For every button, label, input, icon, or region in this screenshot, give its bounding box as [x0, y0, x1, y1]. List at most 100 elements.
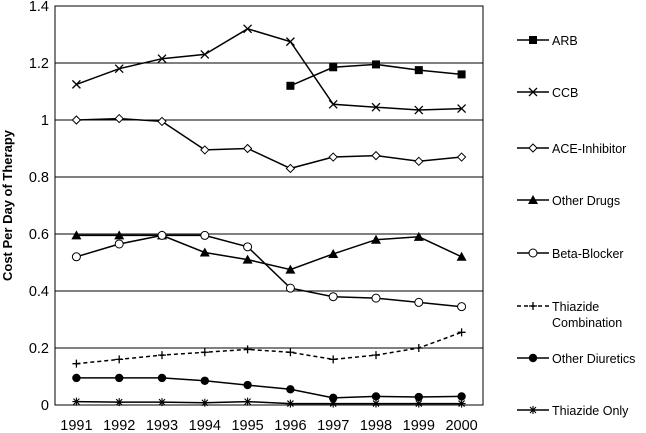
data-point	[329, 63, 338, 72]
data-point	[157, 230, 167, 240]
data-point	[457, 70, 466, 79]
y-axis-label: Cost Per Day of Therapy	[0, 129, 15, 281]
legend-item: Thiazide Combination	[517, 300, 622, 330]
data-point	[72, 373, 81, 383]
data-point	[115, 373, 124, 383]
legend-label: ACE-Inhibitor	[552, 142, 626, 156]
y-tick-label: 1.4	[29, 0, 49, 15]
gridlines	[55, 5, 483, 406]
data-point	[114, 113, 124, 124]
data-point	[328, 248, 339, 258]
data-point	[456, 152, 467, 162]
series-line	[76, 234, 462, 271]
legend-item: Other Drugs	[517, 194, 620, 208]
x-tick-label: 1991	[60, 418, 92, 433]
data-point	[286, 385, 295, 394]
y-tick-label: 1	[41, 113, 49, 129]
data-point	[457, 302, 467, 312]
data-point	[199, 247, 210, 257]
y-tick-label: 0.6	[29, 227, 49, 243]
series-other-diuretics	[72, 373, 466, 403]
data-point	[285, 264, 296, 274]
data-point	[528, 353, 538, 363]
data-point	[456, 251, 467, 261]
data-point	[157, 54, 167, 64]
legend-label: Thiazide Only	[552, 404, 629, 418]
data-point	[414, 105, 424, 115]
series-thiazide-only	[72, 397, 466, 408]
series-ace-inhibitor	[71, 113, 467, 174]
series-line	[76, 234, 462, 308]
data-point	[200, 398, 209, 407]
series-line	[76, 400, 462, 405]
data-point	[114, 64, 124, 74]
legend-label: ARB	[552, 34, 578, 48]
data-point	[243, 380, 252, 390]
data-point	[414, 344, 423, 352]
data-point	[371, 293, 381, 303]
data-point	[528, 195, 538, 204]
data-point	[243, 397, 252, 406]
data-point	[371, 102, 381, 112]
data-point	[528, 248, 538, 258]
series-line	[76, 377, 462, 399]
data-point	[371, 234, 381, 244]
y-tick-label: 0.8	[29, 170, 49, 186]
y-tick-label: 0.2	[29, 341, 49, 357]
data-point	[414, 66, 423, 75]
y-tick-labels: 0 0.2 0.4 0.6 0.8 1 1.2 1.4	[29, 0, 49, 414]
legend-label: Other Diuretics	[552, 352, 635, 366]
legend: ARB CCB ACE-Inhibitor Other Drugs Beta-Block…	[517, 34, 635, 418]
data-point	[528, 87, 538, 97]
data-point	[200, 376, 209, 385]
data-point	[71, 252, 81, 262]
series-ccb	[71, 24, 467, 115]
data-point	[243, 345, 252, 354]
legend-label: Combination	[552, 316, 622, 330]
data-point	[414, 156, 424, 167]
data-point	[242, 143, 253, 154]
data-point	[200, 49, 210, 59]
data-point	[328, 152, 338, 162]
plot-area-frame	[54, 5, 484, 406]
y-tick-label: 0.4	[29, 284, 49, 300]
data-point	[328, 99, 338, 109]
legend-item: CCB	[517, 86, 578, 100]
data-point	[529, 302, 537, 310]
legend-label: Thiazide	[552, 300, 599, 314]
series-line	[76, 27, 462, 111]
data-point	[285, 283, 295, 293]
legend-item: Beta-Blocker	[517, 247, 624, 261]
data-point	[158, 351, 166, 360]
data-point	[286, 81, 295, 90]
data-point	[329, 399, 338, 408]
x-tick-label: 1996	[274, 418, 306, 433]
x-tick-label: 1998	[360, 418, 392, 433]
series-thiazide-combination	[72, 328, 466, 368]
data-point	[200, 348, 209, 357]
data-point	[72, 397, 81, 406]
data-point	[71, 230, 82, 240]
data-point	[114, 230, 125, 240]
data-point	[285, 163, 296, 174]
legend-item: ACE-Inhibitor	[517, 142, 626, 156]
x-tick-label: 1992	[103, 418, 135, 433]
data-point	[371, 150, 381, 161]
legend-item: Other Diuretics	[517, 352, 635, 366]
y-tick-label: 1.2	[29, 56, 49, 72]
data-point	[71, 79, 81, 89]
series-line	[76, 117, 462, 170]
data-point	[286, 399, 295, 408]
data-point	[200, 145, 210, 155]
data-point	[115, 398, 124, 407]
data-point	[286, 348, 295, 357]
x-tick-labels: 1991 1992 1993 1994 1995 1996 1997 1998 1999 2000	[60, 418, 477, 433]
data-point	[157, 116, 167, 127]
x-tick-label: 1997	[317, 418, 349, 433]
data-point	[457, 328, 466, 337]
x-tick-label: 1994	[189, 418, 221, 433]
data-point	[529, 406, 537, 414]
data-point	[371, 392, 381, 401]
data-point	[200, 230, 210, 240]
